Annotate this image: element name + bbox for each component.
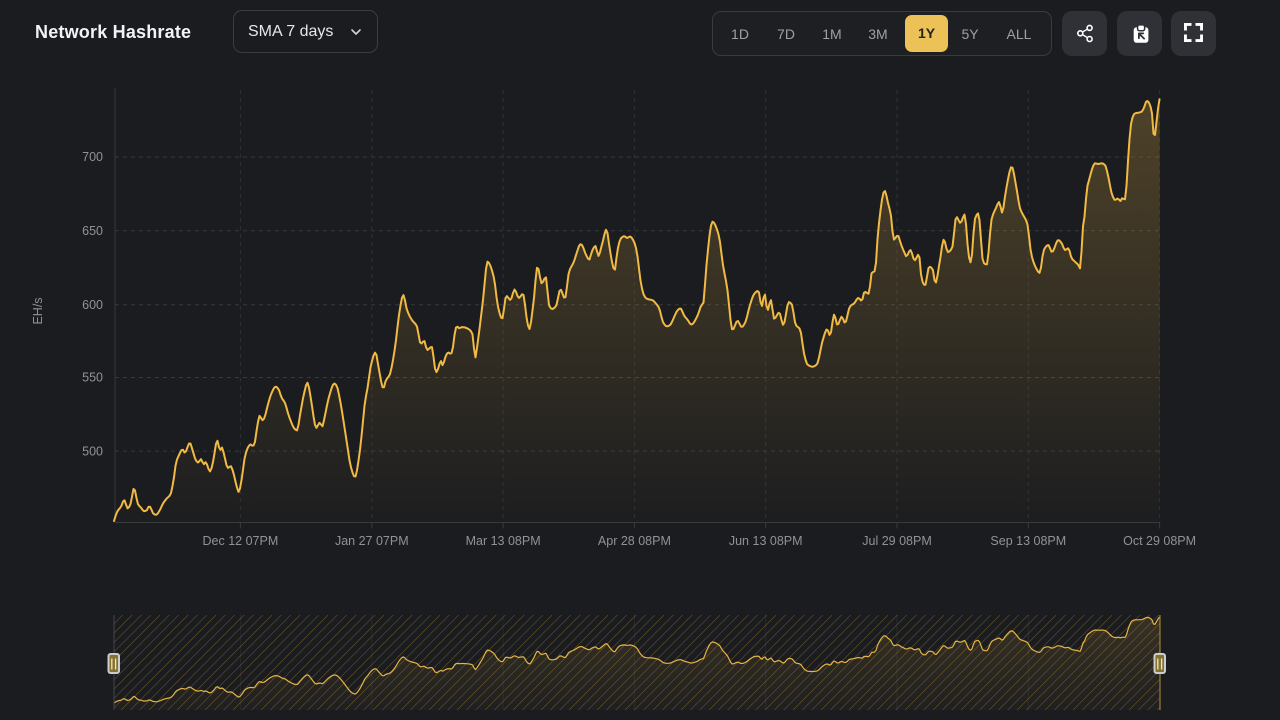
svg-text:550: 550 xyxy=(82,371,103,385)
svg-text:Jan 27 07PM: Jan 27 07PM xyxy=(335,534,409,548)
svg-text:Oct 29 08PM: Oct 29 08PM xyxy=(1123,534,1196,548)
svg-text:EH/s: EH/s xyxy=(31,297,45,324)
svg-text:Dec 12 07PM: Dec 12 07PM xyxy=(203,534,279,548)
svg-text:500: 500 xyxy=(82,444,103,458)
svg-text:600: 600 xyxy=(82,298,103,312)
svg-text:700: 700 xyxy=(82,150,103,164)
svg-text:Jun 13 08PM: Jun 13 08PM xyxy=(729,534,803,548)
svg-text:Mar 13 08PM: Mar 13 08PM xyxy=(466,534,541,548)
svg-text:Jul 29 08PM: Jul 29 08PM xyxy=(862,534,931,548)
svg-text:Sep 13 08PM: Sep 13 08PM xyxy=(990,534,1066,548)
svg-text:650: 650 xyxy=(82,224,103,238)
svg-text:Apr 28 08PM: Apr 28 08PM xyxy=(598,534,671,548)
